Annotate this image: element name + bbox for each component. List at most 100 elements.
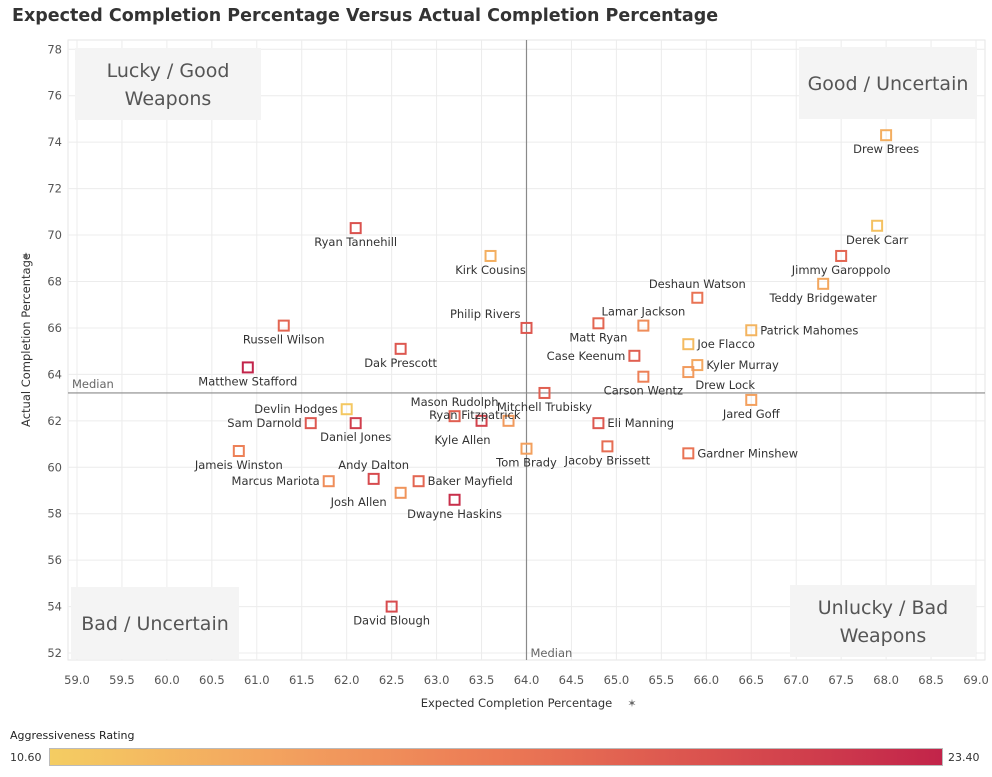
data-point[interactable] xyxy=(880,129,893,142)
color-legend-title: Aggressiveness Rating xyxy=(10,729,135,742)
point-label: Deshaun Watson xyxy=(649,277,746,291)
y-tick-label: 72 xyxy=(47,182,62,196)
data-point[interactable] xyxy=(412,475,425,488)
point-label: Andy Dalton xyxy=(338,458,409,472)
point-labels: Drew Brees Derek Carr Jimmy Garoppolo Teddy… xyxy=(194,142,919,627)
data-point[interactable] xyxy=(835,249,848,262)
data-point[interactable] xyxy=(340,403,353,416)
data-point[interactable] xyxy=(745,324,758,337)
y-tick-label: 74 xyxy=(47,135,62,149)
quadrant-label-bottom-right: Unlucky / Bad xyxy=(818,597,949,619)
point-label: David Blough xyxy=(353,614,430,628)
chart-title: Expected Completion Percentage Versus Ac… xyxy=(12,6,719,26)
data-point[interactable] xyxy=(277,319,290,332)
data-point[interactable] xyxy=(394,342,407,355)
data-point[interactable] xyxy=(682,366,695,379)
y-tick-label: 68 xyxy=(47,274,62,288)
point-label: Dwayne Haskins xyxy=(407,507,502,521)
x-tick-label: 61.0 xyxy=(244,673,270,687)
data-point[interactable] xyxy=(745,393,758,406)
x-tick-label: 62.5 xyxy=(379,673,405,687)
scatter-chart: Lucky / Good Weapons Good / Uncertain Bad /… xyxy=(19,39,989,710)
data-point[interactable] xyxy=(502,414,515,427)
x-tick-label: 59.5 xyxy=(109,673,135,687)
data-point[interactable] xyxy=(475,414,488,427)
point-label: Jacoby Brissett xyxy=(564,453,651,467)
x-tick-label: 66.5 xyxy=(738,673,764,687)
data-point[interactable] xyxy=(484,249,497,262)
data-point[interactable] xyxy=(448,493,461,506)
point-label: Daniel Jones xyxy=(320,430,391,444)
y-tick-label: 76 xyxy=(47,89,62,103)
point-label: Mitchell Trubisky xyxy=(497,400,592,414)
data-point[interactable] xyxy=(637,319,650,332)
data-point[interactable] xyxy=(682,338,695,351)
x-tick-label: 66.0 xyxy=(693,673,719,687)
point-label: Devlin Hodges xyxy=(254,402,337,416)
point-label: Jared Goff xyxy=(722,407,781,421)
point-label: Baker Mayfield xyxy=(428,474,513,488)
x-tick-label: 69.0 xyxy=(963,673,989,687)
point-label: Marcus Mariota xyxy=(232,474,320,488)
x-tick-label: 65.0 xyxy=(604,673,630,687)
data-point[interactable] xyxy=(592,417,605,430)
point-label: Josh Allen xyxy=(330,495,387,509)
x-tick-label: 64.5 xyxy=(559,673,585,687)
data-point[interactable] xyxy=(682,447,695,460)
data-point[interactable] xyxy=(691,359,704,372)
point-label: Kyler Murray xyxy=(706,358,779,372)
pin-icon: ✶ xyxy=(21,250,30,263)
point-label: Case Keenum xyxy=(547,349,626,363)
data-point[interactable] xyxy=(304,417,317,430)
quadrant-label-bottom-left: Bad / Uncertain xyxy=(81,613,229,635)
data-point[interactable] xyxy=(232,445,245,458)
point-label: Teddy Bridgewater xyxy=(768,291,877,305)
quadrant-label-bottom-right: Weapons xyxy=(840,625,927,647)
y-axis-title: Actual Completion Percentage xyxy=(19,253,33,427)
y-tick-label: 52 xyxy=(47,646,62,660)
pin-icon: ✶ xyxy=(627,697,636,710)
x-tick-label: 60.0 xyxy=(154,673,180,687)
point-label: Derek Carr xyxy=(846,233,908,247)
data-point[interactable] xyxy=(520,442,533,455)
data-point[interactable] xyxy=(448,410,461,423)
x-axis-title: Expected Completion Percentage xyxy=(421,696,613,710)
y-tick-label: 54 xyxy=(47,600,62,614)
quadrant-label-top-left-box xyxy=(75,48,261,120)
point-label: Tom Brady xyxy=(495,456,557,470)
point-label: Carson Wentz xyxy=(604,384,683,398)
data-point[interactable] xyxy=(601,440,614,453)
data-point[interactable] xyxy=(538,386,551,399)
point-label: Kyle Allen xyxy=(435,433,491,447)
data-point[interactable] xyxy=(349,417,362,430)
x-tick-label: 59.0 xyxy=(64,673,90,687)
data-point[interactable] xyxy=(628,349,641,362)
data-point[interactable] xyxy=(385,600,398,613)
data-point[interactable] xyxy=(394,486,407,499)
point-label: Ryan Fitzpatrick xyxy=(429,408,521,422)
data-point[interactable] xyxy=(241,361,254,374)
median-lines: Median Median xyxy=(68,40,985,660)
point-label: Philip Rivers xyxy=(450,307,521,321)
data-point[interactable] xyxy=(349,222,362,235)
point-label: Jimmy Garoppolo xyxy=(791,263,891,277)
data-point[interactable] xyxy=(691,291,704,304)
data-point[interactable] xyxy=(520,321,533,334)
data-point[interactable] xyxy=(592,317,605,330)
data-point[interactable] xyxy=(817,277,830,290)
color-legend-min: 10.60 xyxy=(10,751,42,764)
data-point[interactable] xyxy=(322,475,335,488)
x-tick-label: 63.0 xyxy=(424,673,450,687)
y-tick-label: 78 xyxy=(47,42,62,56)
x-tick-label: 67.0 xyxy=(783,673,809,687)
data-point[interactable] xyxy=(871,219,884,232)
point-label: Gardner Minshew xyxy=(697,446,798,460)
point-label: Dak Prescott xyxy=(364,356,437,370)
point-label: Mason Rudolph xyxy=(411,395,499,409)
point-label: Jameis Winston xyxy=(194,458,283,472)
data-point[interactable] xyxy=(637,370,650,383)
point-label: Russell Wilson xyxy=(243,333,325,347)
x-tick-label: 68.5 xyxy=(918,673,944,687)
x-tick-label: 62.0 xyxy=(334,673,360,687)
data-point[interactable] xyxy=(367,472,380,485)
